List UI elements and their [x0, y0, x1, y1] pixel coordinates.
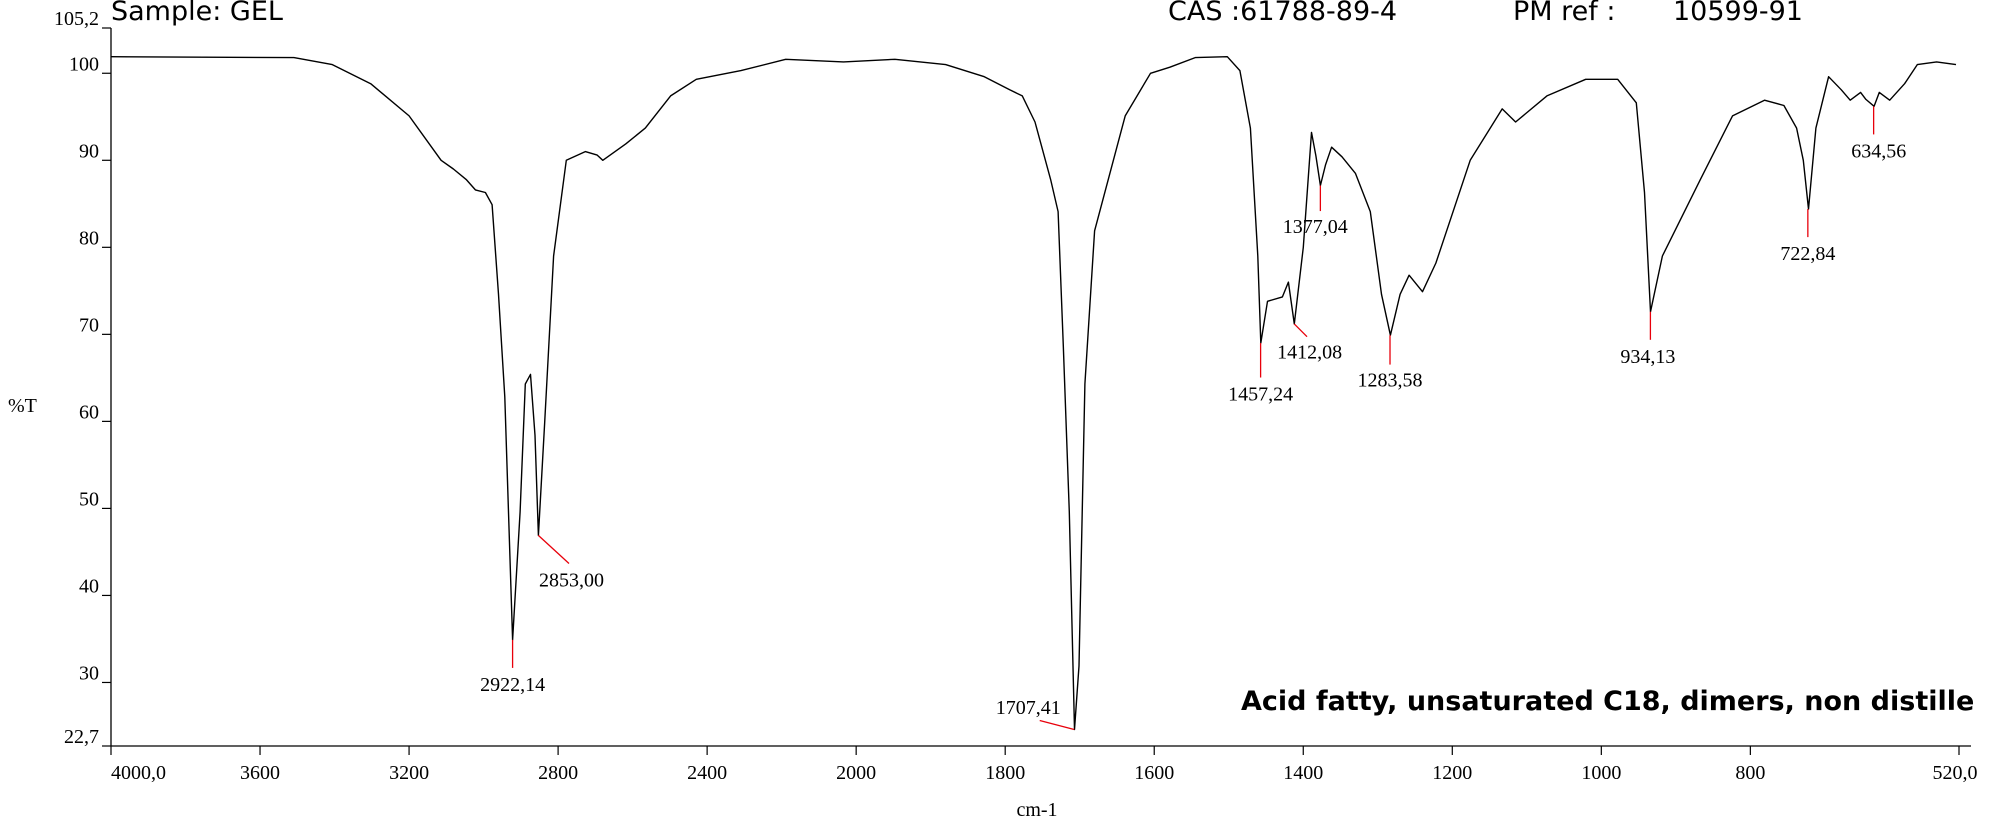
peak-label: 1412,08: [1277, 341, 1342, 363]
pm-ref-label: PM ref :: [1513, 0, 1615, 27]
peak-label: 2853,00: [539, 569, 604, 591]
x-tick-label: 1200: [1432, 762, 1472, 784]
x-tick-label: 1800: [985, 762, 1025, 784]
y-tick-label: 60: [79, 401, 99, 423]
x-tick-label: 1400: [1283, 762, 1323, 784]
sample: Sample: GEL: [111, 0, 283, 27]
annotation: Acid fatty, unsaturated C18, dimers, non…: [1241, 686, 1974, 717]
peak-label: 1457,24: [1228, 384, 1293, 406]
peak-label: 1707,41: [996, 697, 1061, 719]
x-tick-label: 1600: [1134, 762, 1174, 784]
y-tick-label: 50: [79, 488, 99, 510]
y-tick-label: 40: [79, 575, 99, 597]
y-tick-label: 22,7: [64, 726, 99, 748]
peak-label: 634,56: [1851, 140, 1906, 162]
y-tick-label: 90: [79, 140, 99, 162]
x-tick-label: 2800: [538, 762, 578, 784]
x-tick-label: 3600: [240, 762, 280, 784]
x-tick-label: 1000: [1581, 762, 1621, 784]
peak-label: 2922,14: [480, 674, 545, 696]
pm-ref: 10599-91: [1673, 0, 1803, 27]
x-tick-label: 800: [1735, 762, 1765, 784]
peak-label: 1377,04: [1283, 216, 1348, 238]
peak-marker: [1293, 323, 1308, 338]
peak-label: 1283,58: [1358, 369, 1423, 391]
y-tick-label: 100: [69, 53, 99, 75]
peak-marker: [1039, 719, 1075, 731]
spectrum-line: [110, 56, 1957, 731]
y-tick-label: 80: [79, 227, 99, 249]
x-tick-label: 4000,0: [111, 762, 166, 784]
peak-label: 934,13: [1620, 346, 1675, 368]
x-tick-label: 3200: [389, 762, 429, 784]
x-axis-label: cm-1: [1016, 799, 1057, 820]
x-tick-label: 520,0: [1933, 762, 1978, 784]
x-tick-label: 2400: [687, 762, 727, 784]
y-tick-label: 70: [79, 314, 99, 336]
x-tick-label: 2000: [836, 762, 876, 784]
peak-marker: [537, 534, 570, 564]
cas: CAS :61788-89-4: [1168, 0, 1397, 27]
y-tick-label: 105,2: [54, 8, 99, 30]
y-axis-label: %T: [8, 395, 37, 417]
peak-label: 722,84: [1780, 243, 1835, 265]
y-tick-label: 30: [79, 662, 99, 684]
